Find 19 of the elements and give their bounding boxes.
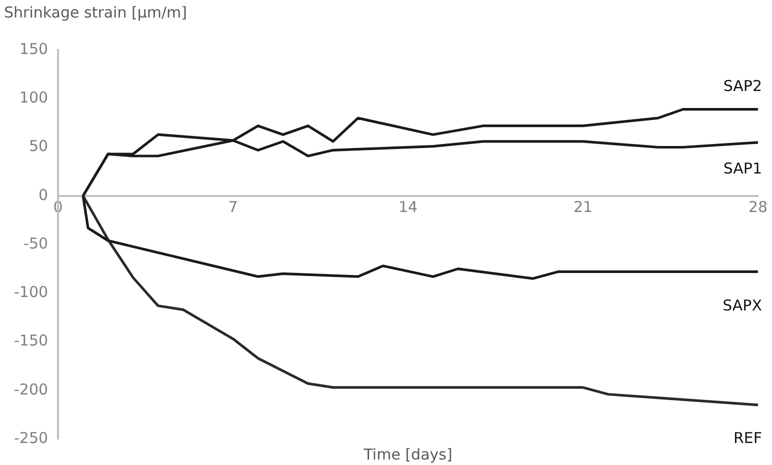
x-tick-label: 28: [748, 198, 768, 216]
y-tick-label: -150: [14, 332, 48, 350]
x-tick-label: 7: [228, 198, 238, 216]
y-axis-title: Shrinkage strain [µm/m]: [4, 3, 188, 22]
y-tick-label: -200: [14, 380, 48, 398]
y-tick-label: 0: [38, 186, 48, 204]
y-tick-label: -100: [14, 283, 48, 302]
series-label: SAP1: [723, 159, 762, 178]
x-axis-title: Time [days]: [362, 445, 452, 464]
y-tick-label: 50: [28, 137, 48, 156]
y-tick-label: 150: [19, 40, 48, 58]
y-tick-label: -250: [14, 428, 48, 447]
x-tick-label: 21: [573, 198, 593, 216]
series-label: SAP2: [723, 77, 762, 96]
series-label: REF: [733, 428, 762, 447]
y-tick-label: 100: [19, 88, 48, 107]
y-tick-label: -50: [24, 234, 48, 252]
x-tick-label: 14: [398, 198, 418, 216]
series-label: SAPX: [722, 296, 762, 315]
